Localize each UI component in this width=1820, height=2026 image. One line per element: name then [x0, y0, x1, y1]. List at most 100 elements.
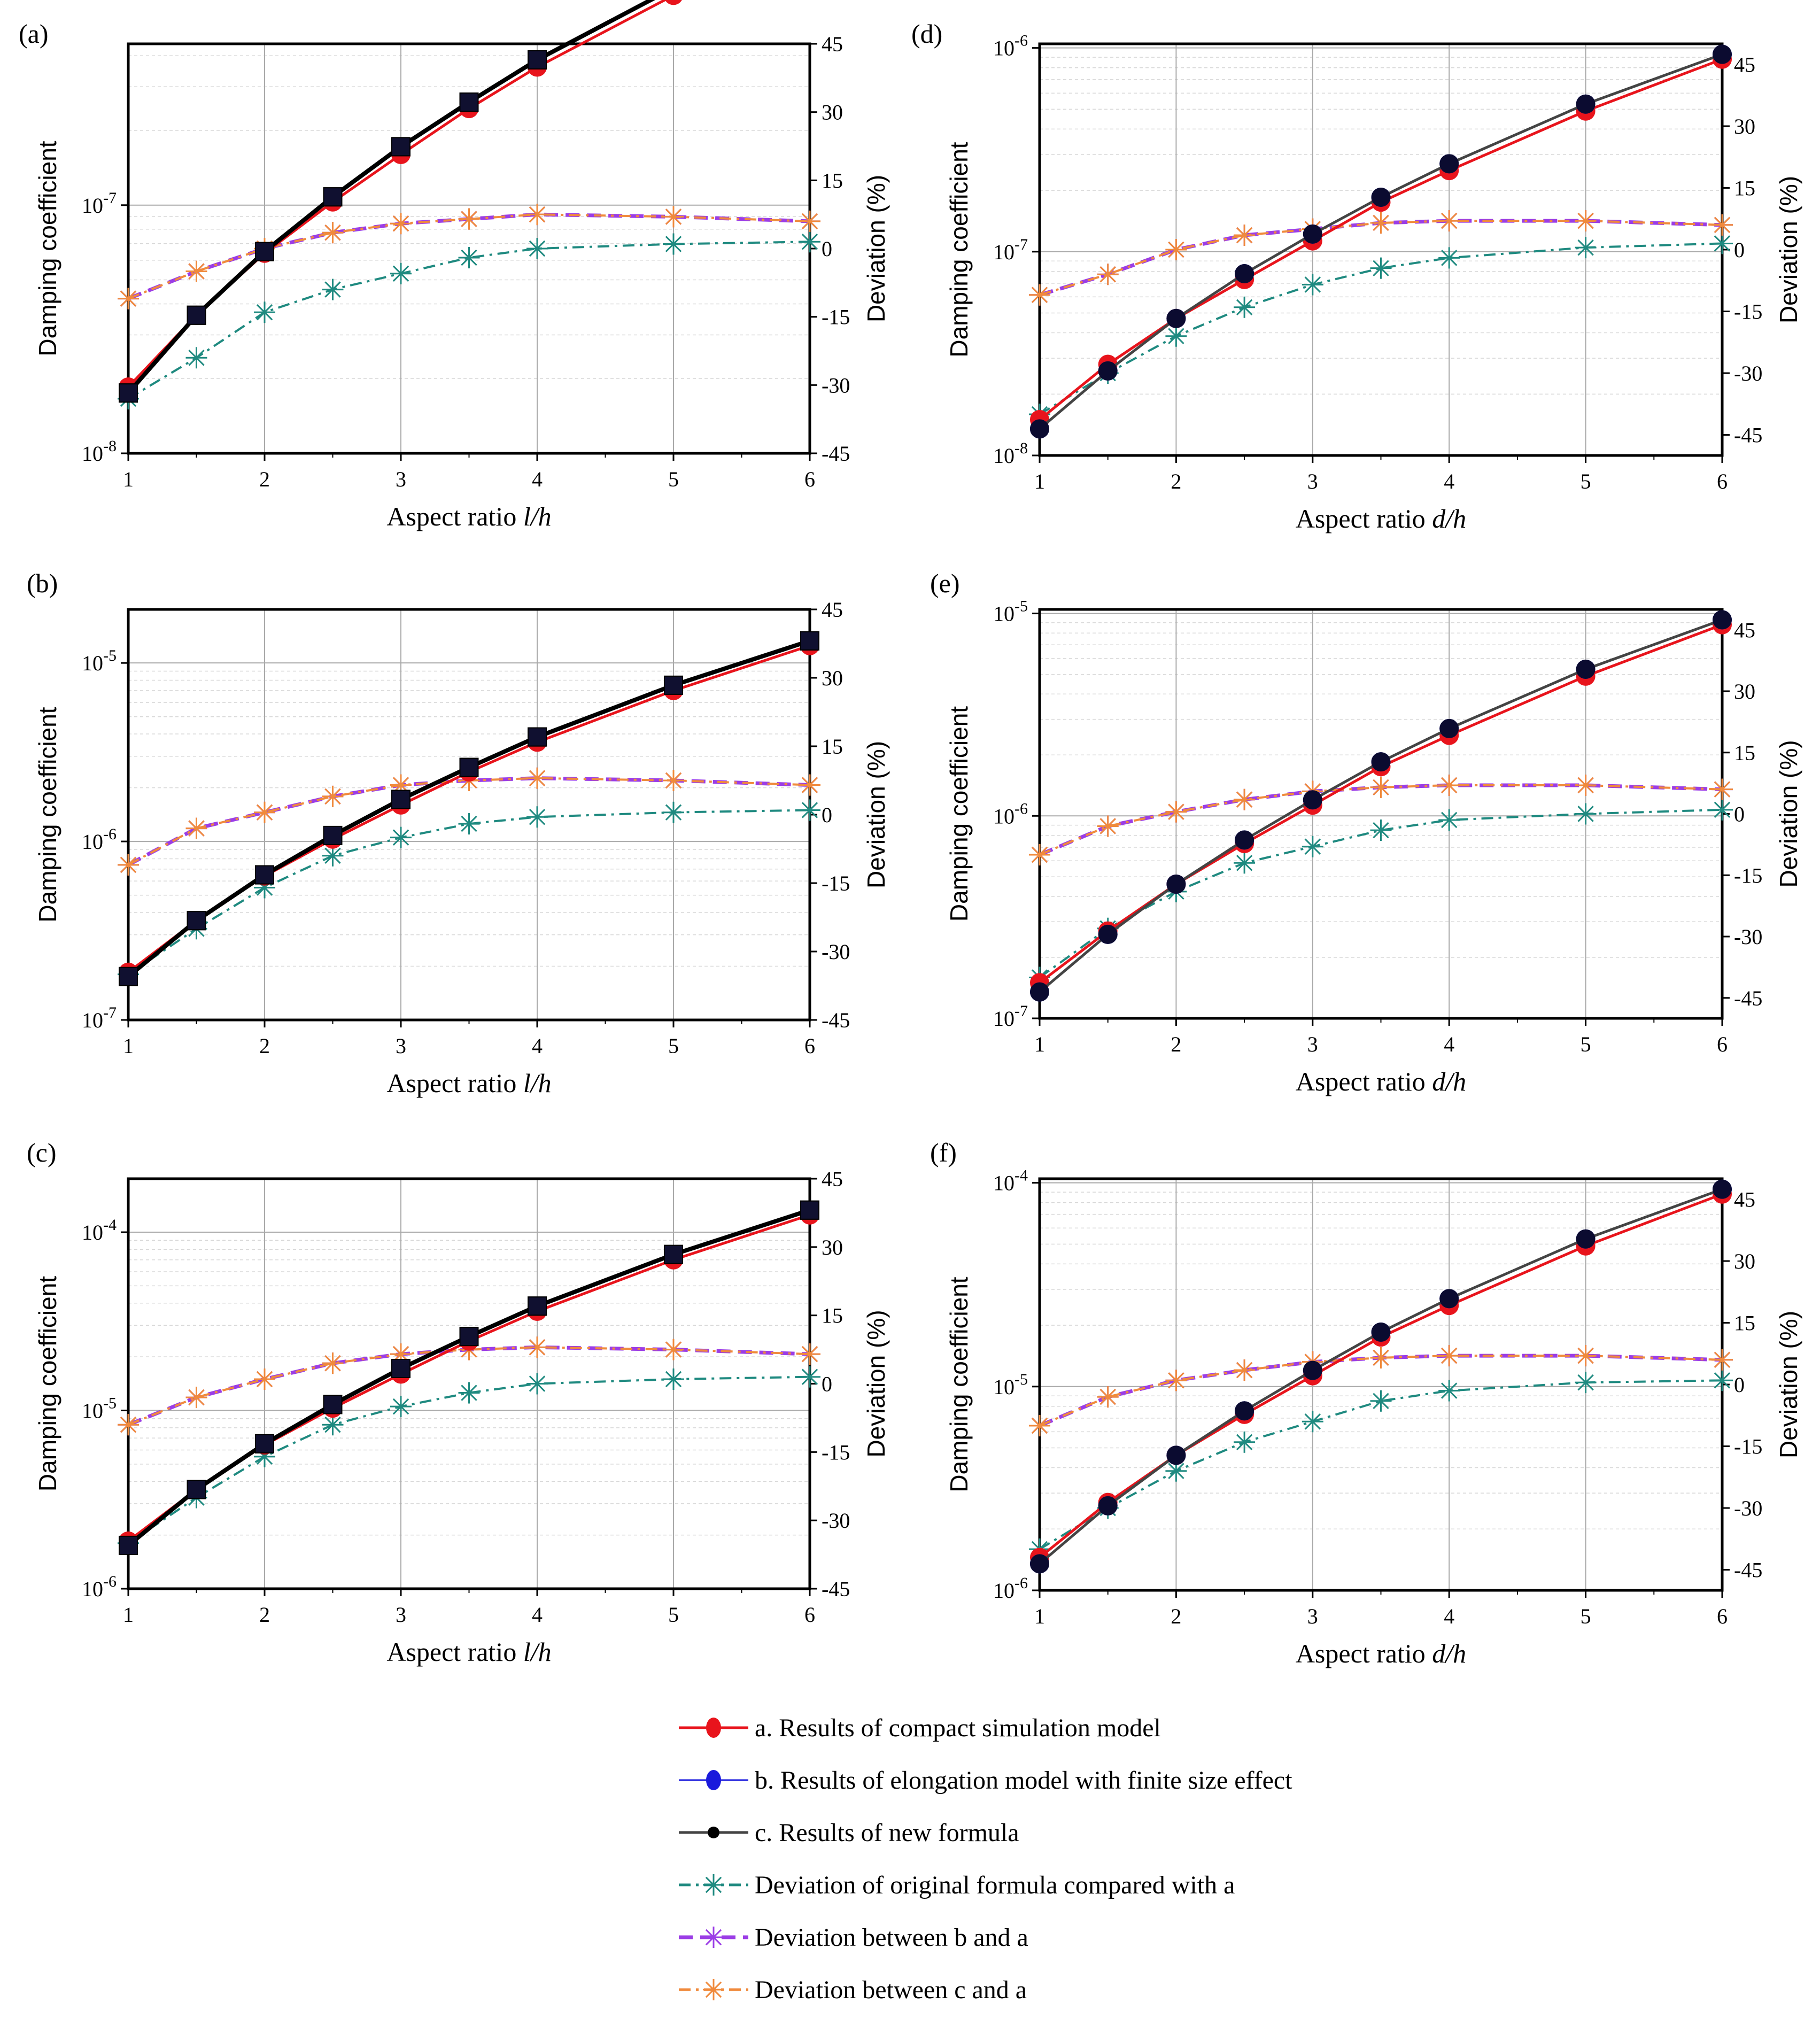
panel-b: (b)1 2 3 4 5 610-710-610-5-45-30-150153045Dam…	[27, 568, 890, 1098]
legend-label: b. Results of elongation model with fini…	[755, 1766, 1292, 1795]
data-point-d_ca	[1029, 1415, 1050, 1436]
data-point-c	[528, 727, 547, 747]
y2-axis-label: Deviation (%)	[1775, 740, 1802, 887]
y2-tick-label: 45	[822, 32, 843, 56]
data-point-c	[1713, 610, 1732, 630]
data-point-c	[800, 631, 819, 651]
x-tick-label: 6	[1717, 469, 1728, 493]
data-point-d_orig	[1302, 274, 1323, 296]
y2-axis-label: Deviation (%)	[862, 1310, 890, 1457]
data-point-d_ca	[185, 817, 207, 839]
data-point-d_orig	[1234, 296, 1256, 318]
y2-tick-label: 0	[1734, 802, 1745, 826]
y2-tick-label: 45	[1734, 53, 1755, 77]
x-tick-label: 3	[1307, 1604, 1318, 1628]
y2-tick-label: -45	[1734, 1558, 1762, 1582]
series-a	[1030, 49, 1732, 429]
series-c	[1030, 1179, 1732, 1574]
series-c	[119, 1200, 819, 1555]
data-point-d_orig	[799, 231, 820, 253]
series-d_orig	[118, 231, 820, 409]
panel-a: (a)12345610-810-710-6-45-30-150153045Dam…	[19, 0, 890, 531]
x-tick-label: 1	[1034, 1032, 1045, 1056]
y2-tick-label: -45	[822, 1008, 850, 1032]
legend-marker	[706, 1770, 721, 1790]
y2-tick-label: -30	[1734, 925, 1762, 949]
y-tick-label: 10-4	[82, 1216, 117, 1244]
data-point-d_ca	[185, 260, 207, 282]
series-d_orig	[118, 799, 820, 985]
data-point-d_orig	[1711, 233, 1733, 254]
y-tick-label: 10-5	[82, 647, 117, 675]
y2-tick-label: 30	[1734, 114, 1755, 138]
series-line-b	[127, 1209, 810, 1546]
panel-tag: (c)	[27, 1138, 57, 1167]
series-a	[119, 636, 819, 982]
y-axis-left: 10-6 10-5 10-4	[82, 1216, 128, 1601]
x-tick-label: 1	[123, 1603, 134, 1627]
data-point-c	[1030, 982, 1049, 1002]
panel-f: (f)1 2 3 4 5 610-610-510-4-45-30-150153045Dam…	[930, 1138, 1802, 1668]
y2-tick-label: 30	[822, 666, 843, 690]
y-tick-label: 10-7	[993, 236, 1028, 264]
legend-item-c: c. Results of new formula	[679, 1819, 1019, 1847]
x-tick-label: 1	[1034, 1604, 1045, 1628]
y2-axis-label: Deviation (%)	[862, 741, 890, 888]
y2-tick-label: 0	[1734, 238, 1745, 262]
data-point-d_orig	[1302, 836, 1323, 857]
data-point-c	[391, 137, 411, 157]
x-axis-label: Aspect ratio l/h	[386, 501, 551, 531]
panel-d: (d)1 2 3 4 5 610-810-710-6-45-30-150153045Dam…	[911, 19, 1802, 533]
y2-tick-label: 15	[822, 1304, 843, 1328]
y2-tick-label: 15	[1734, 176, 1755, 200]
y-tick-label: 10-4	[993, 1167, 1028, 1195]
data-point-c	[1371, 187, 1391, 207]
series-b	[119, 0, 653, 403]
data-point-d_ca	[1029, 284, 1050, 306]
data-point-d_ca	[1438, 210, 1460, 232]
data-point-d_orig	[1575, 237, 1597, 259]
data-point-c	[664, 1244, 683, 1264]
data-point-d_orig	[526, 1373, 548, 1395]
series-d_orig	[1029, 1370, 1733, 1560]
series-d_orig	[1029, 799, 1733, 988]
series-line-b	[1039, 53, 1723, 430]
data-point-d_ca	[458, 208, 480, 230]
data-point-d_ca	[526, 204, 548, 226]
y-axis-label: Damping coefficient	[945, 1277, 973, 1492]
data-point-d_orig	[1234, 1431, 1256, 1453]
y2-tick-label: 30	[1734, 1249, 1755, 1273]
series-a	[119, 0, 682, 397]
data-point-c	[1576, 94, 1596, 114]
data-point-d_orig	[1234, 852, 1256, 874]
gridlines	[1040, 44, 1722, 455]
data-point-c	[1303, 224, 1322, 244]
x-tick-label: 5	[1581, 469, 1591, 493]
x-axis: 1 2 3 4 5 6	[123, 453, 815, 491]
x-axis: 1 2 3 4 5 6	[123, 1589, 815, 1627]
y2-tick-label: -15	[1734, 1435, 1762, 1459]
series-line-c	[1039, 618, 1723, 993]
data-point-d_orig	[663, 233, 684, 255]
legend-item-d_ba: Deviation between b and a	[679, 1923, 1028, 1952]
data-point-d_orig	[799, 799, 820, 821]
data-point-c	[528, 50, 547, 69]
y2-tick-label: -30	[822, 373, 850, 397]
y-axis-left: 10-810-710-6	[82, 189, 128, 466]
data-point-c	[255, 865, 274, 885]
gridlines	[1040, 609, 1722, 1018]
series-b	[1030, 44, 1732, 439]
y2-tick-label: -45	[822, 1577, 850, 1601]
series-b	[1030, 610, 1732, 1002]
y2-tick-label: 45	[1734, 618, 1755, 642]
panel-tag: (a)	[19, 19, 49, 49]
x-axis: 1 2 3 4 5 6	[1034, 1590, 1728, 1628]
y2-tick-label: 15	[1734, 741, 1755, 765]
legend-label: Deviation between b and a	[755, 1923, 1028, 1952]
y2-tick-label: -30	[822, 1509, 850, 1533]
data-point-d_orig	[1370, 257, 1392, 279]
y-axis-left: 10-7 10-6 10-5	[993, 598, 1040, 1031]
y2-tick-label: -15	[1734, 300, 1762, 324]
y-axis-right: -45 -30 -15 0 15 30 45	[1722, 1188, 1762, 1582]
y-tick-label: 10-5	[993, 598, 1028, 626]
